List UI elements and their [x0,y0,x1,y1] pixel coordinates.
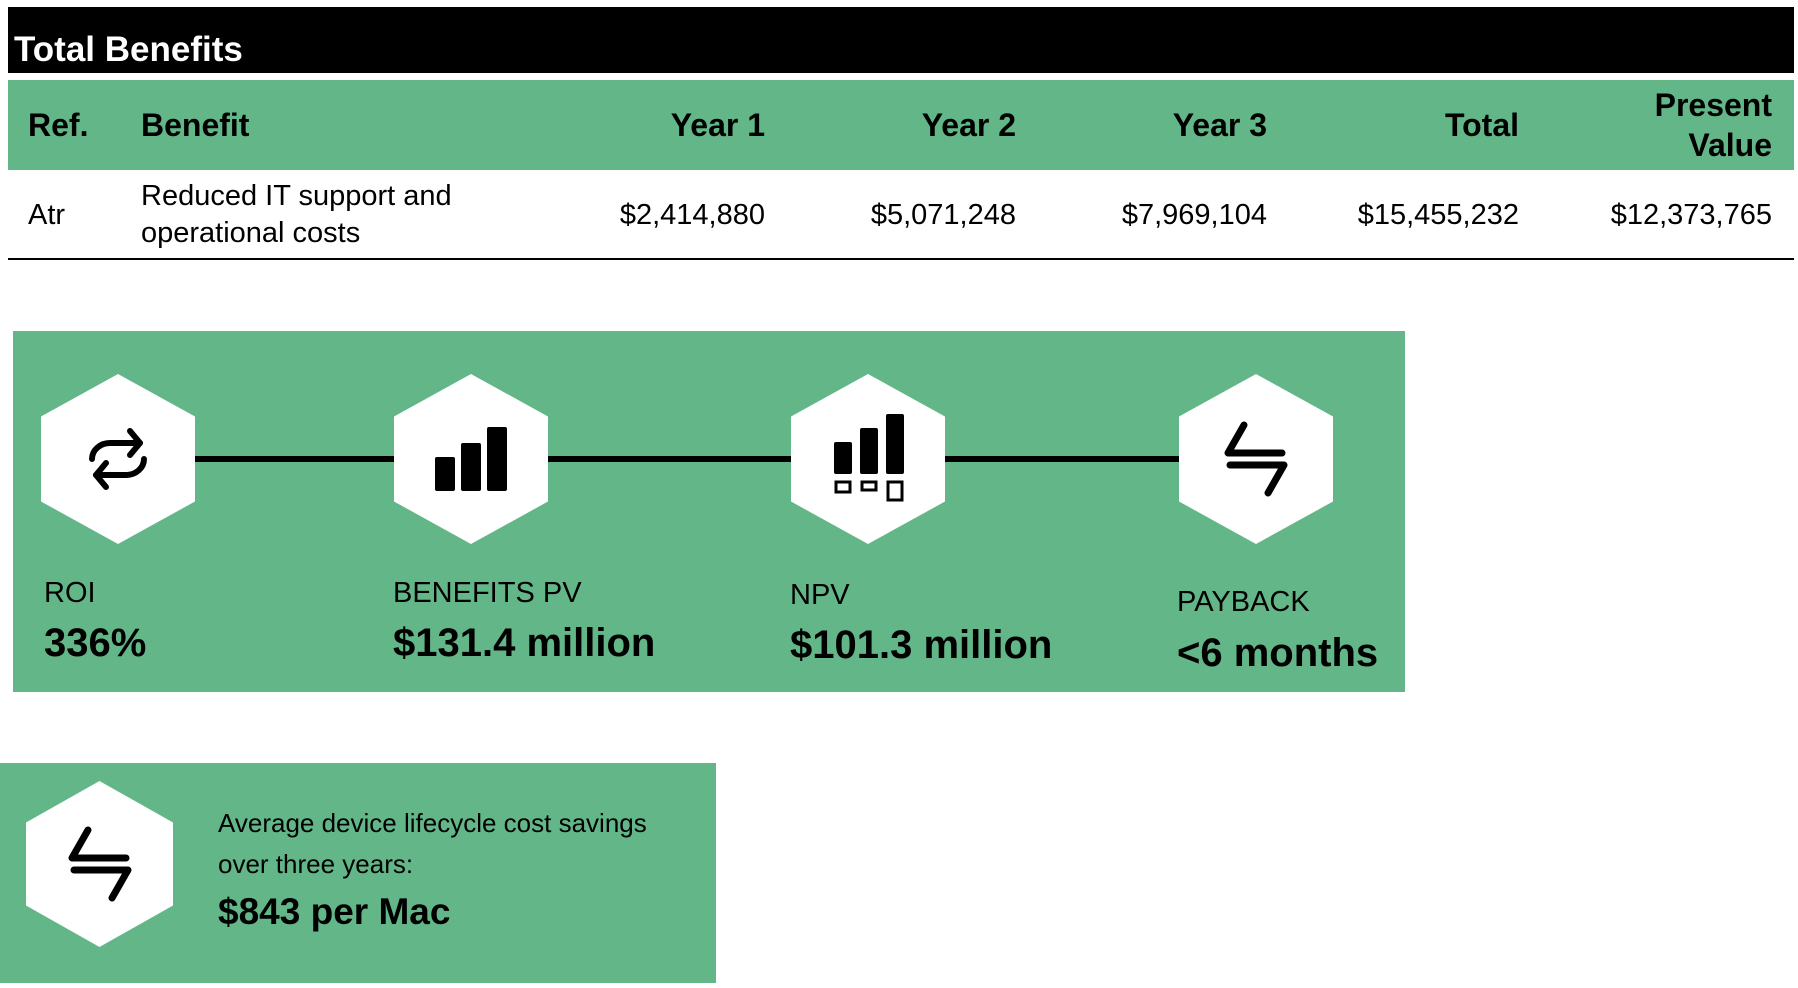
roi-hexagon [41,374,195,544]
cell-total: $15,455,232 [1357,199,1519,231]
savings-line1: Average device lifecycle cost savings [218,808,647,838]
npv-hexagon [791,374,945,544]
refresh-cycle-icon [89,428,147,490]
col-year3: Year 3 [1172,107,1267,143]
payback-value: <6 months [1177,631,1379,675]
col-year2: Year 2 [921,107,1016,143]
bar-chart-icon [435,427,507,491]
roi-label: ROI [44,577,96,609]
exchange-arrows-icon [68,826,131,902]
savings-hexagon [26,781,173,947]
col-benefit: Benefit [141,107,250,143]
bar-chart-boxes-icon [834,414,904,502]
payback-label: PAYBACK [1177,586,1310,618]
col-total: Total [1444,107,1519,143]
cell-ref: Atr [28,199,66,231]
col-year1: Year 1 [670,107,765,143]
benefits-pv-value: $131.4 million [393,621,656,665]
savings-line2: over three years: [218,849,414,879]
cell-year2: $5,071,248 [870,199,1016,231]
col-present: Present [1654,87,1772,123]
table-row: Atr Reduced IT support and operational c… [8,172,1794,260]
payback-hexagon [1179,374,1333,544]
section-title-bar: Total Benefits [8,7,1794,73]
connector-line [163,456,1263,462]
table-header: Ref. Benefit Year 1 Year 2 Year 3 Total … [8,80,1794,170]
exchange-arrows-icon [1224,421,1288,497]
cell-year3: $7,969,104 [1121,199,1267,231]
col-ref: Ref. [28,107,89,143]
benefits-pv-label: BENEFITS PV [393,577,582,609]
cell-benefit-line2: operational costs [141,217,361,249]
roi-value: 336% [44,621,147,665]
benefits-pv-hexagon [394,374,548,544]
cell-year1: $2,414,880 [619,199,765,231]
metrics-panel: ROI 336% BENEFITS PV $131.4 million NPV … [13,331,1405,692]
npv-label: NPV [790,579,850,611]
savings-panel: Average device lifecycle cost savings ov… [0,763,716,983]
col-value: Value [1688,127,1772,163]
savings-value: $843 per Mac [218,891,451,932]
cell-benefit-line1: Reduced IT support and [141,180,452,212]
section-title: Total Benefits [14,30,243,69]
npv-value: $101.3 million [790,623,1053,667]
cell-present-value: $12,373,765 [1610,199,1772,231]
